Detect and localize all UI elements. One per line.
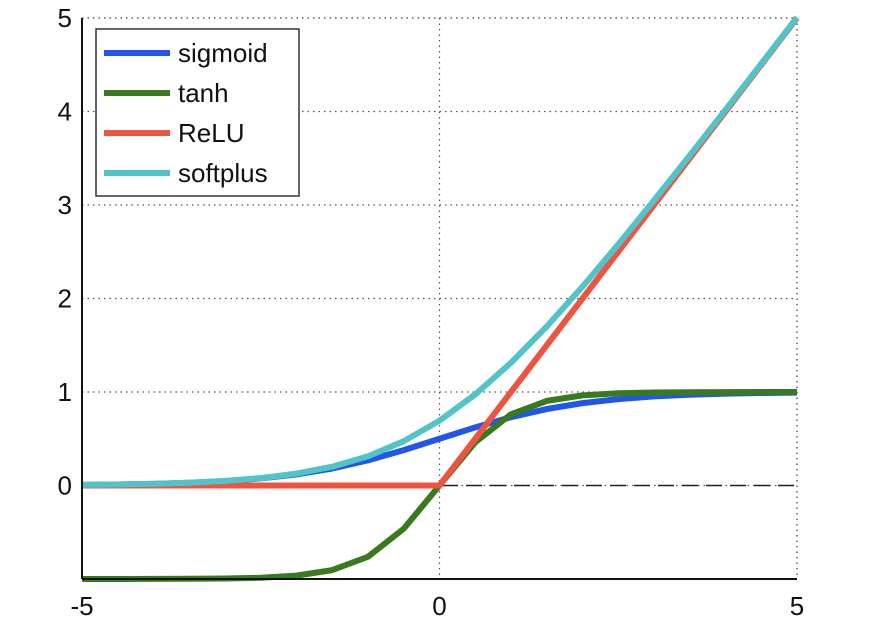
x-tick-label: 5 (790, 591, 804, 621)
y-tick-label: 2 (58, 284, 72, 314)
legend-label-sigmoid: sigmoid (178, 38, 268, 68)
x-tick-label: 0 (432, 591, 446, 621)
legend-label-relu: ReLU (178, 118, 244, 148)
y-tick-label: 1 (58, 377, 72, 407)
y-tick-label: 4 (58, 97, 72, 127)
tick-labels: -5 0 5 0 1 2 3 4 5 (58, 3, 805, 621)
legend-box (95, 28, 300, 197)
legend: sigmoid tanh ReLU softplus (95, 28, 300, 197)
y-tick-label: 0 (58, 471, 72, 501)
axes (81, 18, 797, 580)
y-tick-label: 5 (58, 3, 72, 33)
series-line-softplus (81, 15, 800, 488)
x-tick-label: -5 (70, 591, 93, 621)
legend-label-tanh: tanh (178, 78, 229, 108)
legend-label-softplus: softplus (178, 158, 268, 188)
y-tick-label: 3 (58, 190, 72, 220)
